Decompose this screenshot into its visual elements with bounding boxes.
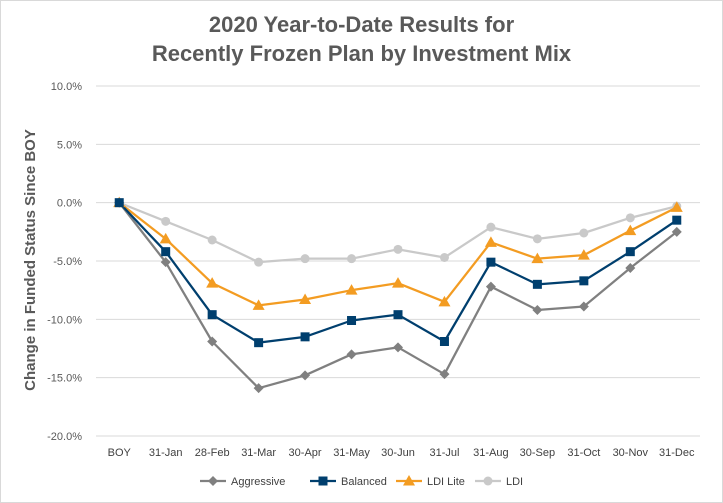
legend-label-aggressive: Aggressive xyxy=(231,476,285,488)
point-balanced xyxy=(439,337,449,346)
point-ldi-lite xyxy=(252,299,265,310)
point-balanced xyxy=(207,310,217,320)
x-tick-label: 31-Aug xyxy=(473,447,508,459)
point-aggressive xyxy=(625,263,636,273)
chart-title-line1: 2020 Year-to-Date Results for xyxy=(208,12,515,37)
point-balanced xyxy=(161,247,171,257)
x-tick-label: 31-Dec xyxy=(659,447,695,459)
point-ldi xyxy=(254,257,264,267)
point-ldi-lite xyxy=(624,224,637,236)
point-ldi xyxy=(625,213,635,223)
point-aggressive xyxy=(300,370,311,381)
point-ldi-lite xyxy=(345,284,358,295)
point-ldi xyxy=(161,216,171,226)
point-balanced xyxy=(393,310,403,320)
point-ldi xyxy=(486,222,496,232)
point-balanced xyxy=(254,338,264,348)
legend-marker-ldi-lite xyxy=(403,475,415,486)
point-balanced xyxy=(579,276,589,286)
y-tick-label: -15.0% xyxy=(47,373,82,385)
point-aggressive xyxy=(485,281,496,292)
x-tick-label: 28-Feb xyxy=(195,447,230,459)
point-aggressive xyxy=(207,336,218,347)
legend-label-ldi-lite: LDI Lite xyxy=(427,476,465,488)
point-balanced xyxy=(347,316,357,325)
y-tick-label: 10.0% xyxy=(51,81,82,93)
x-tick-label: 31-May xyxy=(333,447,370,459)
point-ldi-lite xyxy=(438,295,451,307)
x-tick-label: 30-Sep xyxy=(520,447,555,459)
point-ldi xyxy=(207,235,217,245)
point-aggressive xyxy=(578,301,589,312)
point-ldi-lite xyxy=(392,277,404,288)
x-tick-label: 31-Jan xyxy=(149,447,183,459)
y-axis-ticks: 10.0% 5.0% 0.0% -5.0% -10.0% -15.0% -20.0% xyxy=(47,81,82,443)
point-aggressive xyxy=(393,342,403,353)
x-tick-label: 30-Apr xyxy=(289,447,322,459)
point-ldi xyxy=(439,253,449,262)
series-lines xyxy=(118,201,678,390)
x-tick-label: BOY xyxy=(108,447,132,459)
point-aggressive xyxy=(160,257,171,268)
point-balanced xyxy=(532,279,542,289)
y-tick-label: -10.0% xyxy=(47,314,82,326)
x-tick-label: 31-Jul xyxy=(429,447,459,459)
point-ldi xyxy=(347,254,357,264)
point-ldi-lite xyxy=(159,232,172,244)
point-ldi-lite xyxy=(206,277,219,288)
point-aggressive xyxy=(671,226,682,237)
point-ldi xyxy=(300,254,310,264)
point-ldi-lite xyxy=(299,293,312,304)
point-aggressive xyxy=(346,349,357,360)
gridlines xyxy=(96,85,700,437)
series-line-balanced xyxy=(118,201,678,344)
y-axis-label: Change in Funded Status Since BOY xyxy=(22,129,39,391)
point-balanced xyxy=(114,198,124,208)
point-ldi-lite xyxy=(531,252,544,264)
point-ldi xyxy=(393,244,403,254)
point-ldi-lite xyxy=(577,249,590,260)
legend-label-balanced: Balanced xyxy=(341,476,387,488)
point-balanced xyxy=(625,247,635,257)
point-aggressive xyxy=(532,305,543,315)
point-balanced xyxy=(300,332,310,342)
series-line-ldi-lite xyxy=(118,201,678,307)
chart-title: 2020 Year-to-Date Results for Recently F… xyxy=(0,10,723,68)
point-aggressive xyxy=(439,369,450,380)
point-balanced xyxy=(486,257,496,267)
point-ldi xyxy=(532,234,542,244)
legend-label-ldi: LDI xyxy=(506,476,523,488)
series-markers xyxy=(113,196,683,394)
x-tick-label: 30-Nov xyxy=(613,447,649,459)
point-ldi xyxy=(579,228,589,238)
point-aggressive xyxy=(253,383,264,394)
point-ldi-lite xyxy=(670,201,683,212)
y-tick-label: -5.0% xyxy=(53,256,82,268)
legend-marker-ldi xyxy=(483,476,493,486)
y-tick-label: 5.0% xyxy=(57,139,82,151)
point-balanced xyxy=(672,215,682,225)
y-tick-label: -20.0% xyxy=(47,431,82,443)
chart-title-line2: Recently Frozen Plan by Investment Mix xyxy=(151,41,572,66)
x-tick-label: 31-Oct xyxy=(567,447,600,459)
point-ldi-lite xyxy=(484,236,497,247)
legend-marker-aggressive xyxy=(208,476,218,486)
x-tick-label: 31-Mar xyxy=(241,447,276,459)
legend-marker-balanced xyxy=(318,476,328,486)
x-tick-label: 30-Jun xyxy=(381,447,415,459)
x-axis-ticks: BOY 31-Jan 28-Feb 31-Mar 30-Apr 31-May 30-Jun 3… xyxy=(108,447,695,459)
legend: Aggressive Balanced LDI Lite LDI xyxy=(200,475,523,488)
y-tick-label: 0.0% xyxy=(57,198,82,210)
